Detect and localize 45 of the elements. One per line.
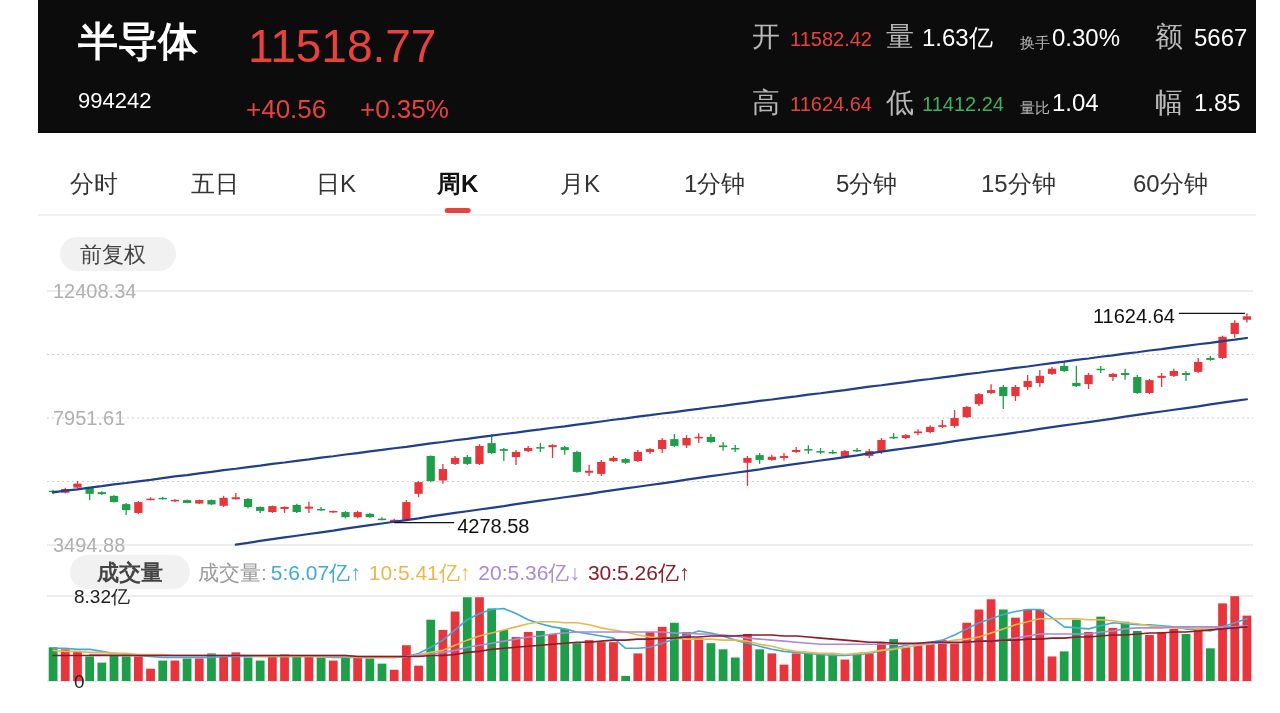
text: 幅 <box>1155 87 1183 118</box>
text: 日K <box>316 170 357 197</box>
annotation: 4278.58 <box>457 514 530 537</box>
text: 60分钟 <box>1133 170 1208 197</box>
y-tick-label: 7951.61 <box>53 407 126 429</box>
text: 1.04 <box>1052 89 1099 116</box>
text: 高 <box>752 87 780 118</box>
text: 量比 <box>1020 99 1050 116</box>
text: 5分钟 <box>836 170 898 197</box>
y-tick-label: 8.32亿 <box>74 585 130 607</box>
text: 分时 <box>70 170 118 197</box>
text: 5:6.07亿↑ <box>270 561 361 584</box>
text: 1分钟 <box>684 170 746 197</box>
text: +0.35% <box>360 94 449 124</box>
chart-title: 成交量 <box>96 560 163 585</box>
text: 量 <box>886 21 914 52</box>
text: 15分钟 <box>981 170 1056 197</box>
text: 10:5.41亿↑ <box>368 561 471 584</box>
text: 周K <box>436 170 479 197</box>
text: 额 <box>1155 21 1183 52</box>
annotation: 4278.58 <box>393 514 530 537</box>
annotation: 11624.64 <box>1092 305 1175 328</box>
text: 11624.64 <box>790 93 872 115</box>
text: 11518.77 <box>248 20 437 72</box>
y-tick-label: 3494.88 <box>53 534 126 556</box>
text: 994242 <box>78 88 152 113</box>
annotation: 11624.64 <box>1092 305 1246 328</box>
text: 前复权 <box>80 242 146 267</box>
text: 换手 <box>1020 34 1050 51</box>
text: 5667 <box>1194 24 1248 51</box>
text: 11412.24 <box>922 93 1004 115</box>
text: 低 <box>886 87 914 118</box>
chart-subtitle: 成交量: <box>198 561 267 584</box>
text: 30:5.26亿↑ <box>587 561 690 584</box>
text: 五日 <box>191 170 239 197</box>
text: 月K <box>560 170 601 197</box>
y-tick-label: 12408.34 <box>53 280 137 302</box>
text: +40.56 <box>246 94 327 124</box>
text: 半导体 <box>77 19 199 63</box>
text: 1.63亿 <box>922 24 993 51</box>
text: 0.30% <box>1052 24 1121 51</box>
text: 开 <box>752 21 780 52</box>
text: 11582.42 <box>790 28 872 50</box>
text: 1.85 <box>1194 89 1241 116</box>
text: 20:5.36亿↓ <box>478 561 580 584</box>
